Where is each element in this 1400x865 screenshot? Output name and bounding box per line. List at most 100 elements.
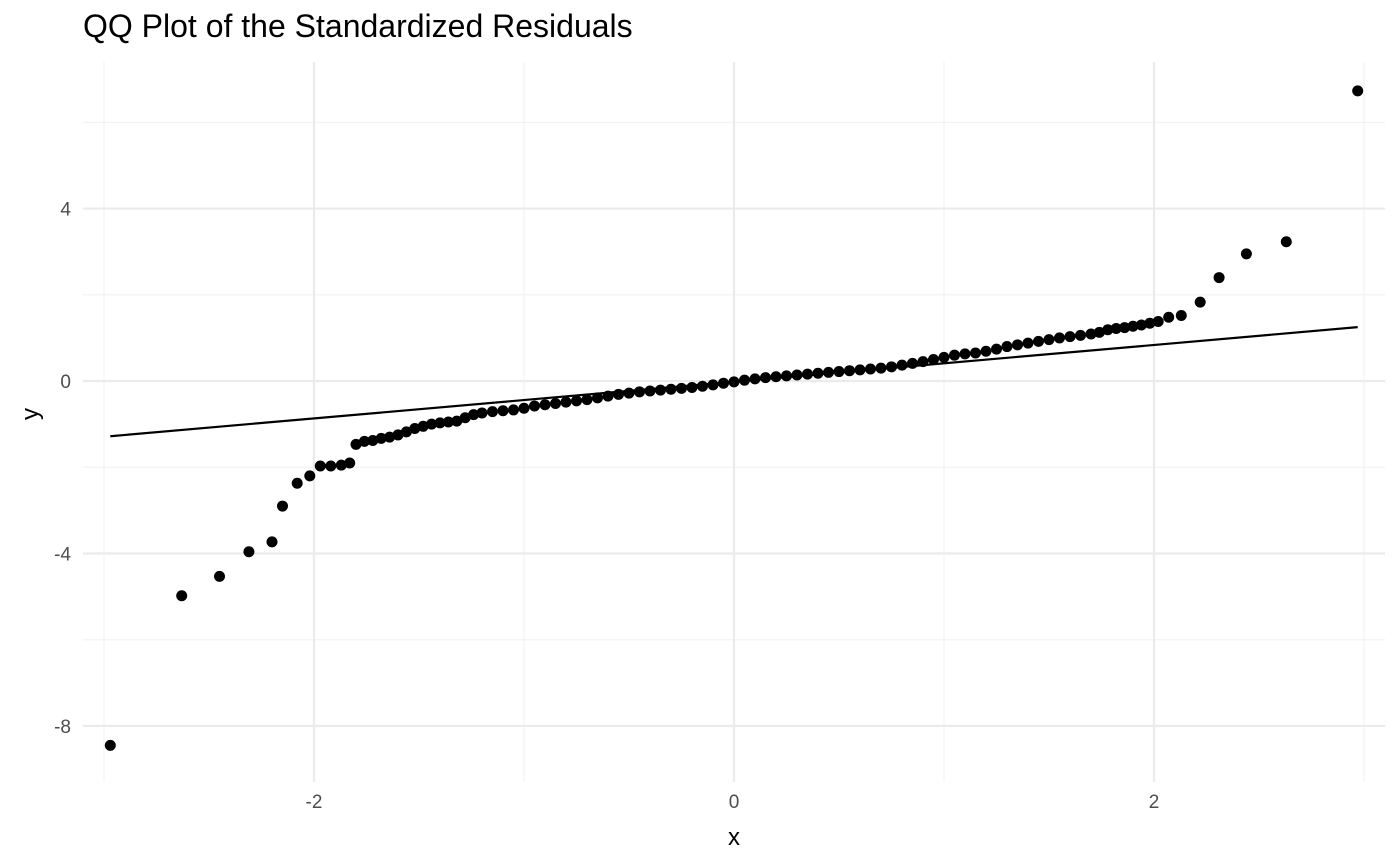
residual-point — [539, 399, 551, 411]
residual-point — [314, 460, 326, 472]
residual-point — [907, 357, 918, 369]
residual-point — [676, 382, 687, 394]
residual-point — [529, 400, 540, 412]
residual-point — [970, 347, 981, 359]
residual-point — [358, 435, 370, 447]
residual-point — [508, 404, 519, 416]
x-axis-ticks: -2 0 2 — [306, 792, 1160, 813]
y-tick-label: 4 — [60, 200, 71, 221]
residual-point — [896, 359, 908, 371]
residual-point — [1119, 322, 1131, 334]
residual-point — [325, 460, 337, 472]
residual-point — [1144, 317, 1156, 329]
residual-point — [854, 364, 866, 376]
residual-point — [375, 432, 387, 444]
residual-point — [1280, 236, 1292, 248]
residual-point — [707, 379, 719, 391]
residual-point — [634, 386, 645, 398]
residual-point — [176, 590, 188, 602]
residual-point — [844, 365, 855, 377]
x-axis-title: x — [728, 824, 740, 851]
residual-point — [1135, 319, 1147, 331]
residual-point — [1194, 296, 1206, 308]
residual-point — [665, 383, 677, 395]
residual-point — [823, 366, 834, 378]
residual-point — [917, 356, 929, 368]
residual-point — [697, 380, 708, 392]
residual-point — [384, 431, 396, 443]
residual-point — [991, 343, 1002, 355]
residual-point — [1102, 324, 1114, 336]
x-tick-label: 0 — [729, 792, 740, 813]
residual-point — [550, 397, 561, 409]
residual-point — [791, 369, 803, 381]
residual-point — [623, 387, 635, 399]
residual-point — [518, 402, 530, 414]
residual-point — [980, 345, 992, 357]
residual-point — [1175, 310, 1187, 322]
residual-point — [812, 367, 824, 379]
residual-point — [1033, 335, 1044, 347]
residual-point — [592, 392, 603, 404]
residual-point — [1064, 331, 1076, 343]
residual-point — [476, 407, 488, 419]
residual-point — [749, 373, 761, 385]
residual-point — [277, 500, 288, 512]
residual-point — [718, 377, 729, 389]
residual-point — [214, 570, 225, 582]
residual-point — [770, 371, 782, 383]
residual-point — [802, 368, 813, 380]
y-axis-ticks: -8 -4 0 4 — [54, 200, 71, 738]
residual-point — [613, 388, 624, 400]
y-tick-label: 0 — [60, 372, 71, 393]
residual-point — [728, 376, 740, 388]
residual-point — [1240, 248, 1252, 260]
residual-point — [949, 349, 960, 361]
residual-point — [1110, 322, 1122, 334]
residual-point — [426, 418, 438, 430]
residual-point — [875, 362, 887, 374]
y-tick-label: -4 — [54, 544, 71, 565]
residual-point — [886, 361, 897, 373]
residual-point — [602, 390, 614, 402]
residual-point — [409, 422, 421, 434]
residual-point — [104, 739, 116, 751]
residual-point — [266, 536, 278, 548]
residual-point — [781, 370, 792, 382]
residual-point — [417, 420, 429, 432]
residual-points — [104, 85, 1364, 751]
residual-point — [459, 412, 471, 424]
residual-point — [938, 351, 950, 363]
residual-point — [1213, 272, 1225, 284]
residual-point — [1012, 339, 1023, 351]
residual-point — [468, 409, 480, 421]
residual-point — [344, 457, 356, 469]
residual-point — [1085, 328, 1097, 340]
residual-point — [243, 546, 255, 558]
residual-point — [434, 417, 446, 429]
residual-point — [581, 394, 593, 406]
residual-point — [928, 353, 939, 365]
residual-point — [1093, 326, 1105, 338]
residual-point — [291, 477, 303, 489]
residual-point — [1075, 329, 1086, 341]
residual-point — [1022, 337, 1034, 349]
residual-point — [442, 416, 454, 428]
residual-point — [392, 429, 404, 441]
residual-point — [1127, 320, 1139, 332]
x-tick-label: 2 — [1149, 792, 1160, 813]
residual-point — [959, 348, 971, 360]
y-tick-label: -8 — [54, 717, 71, 738]
residual-point — [1001, 341, 1013, 353]
residual-point — [644, 385, 656, 397]
residual-point — [739, 374, 750, 386]
residual-point — [833, 366, 845, 378]
chart-title: QQ Plot of the Standardized Residuals — [83, 8, 633, 44]
residual-point — [1043, 334, 1055, 346]
residual-point — [497, 405, 509, 417]
residual-point — [655, 384, 666, 396]
residual-point — [304, 470, 316, 482]
residual-point — [1054, 332, 1065, 344]
residual-point — [451, 415, 463, 427]
